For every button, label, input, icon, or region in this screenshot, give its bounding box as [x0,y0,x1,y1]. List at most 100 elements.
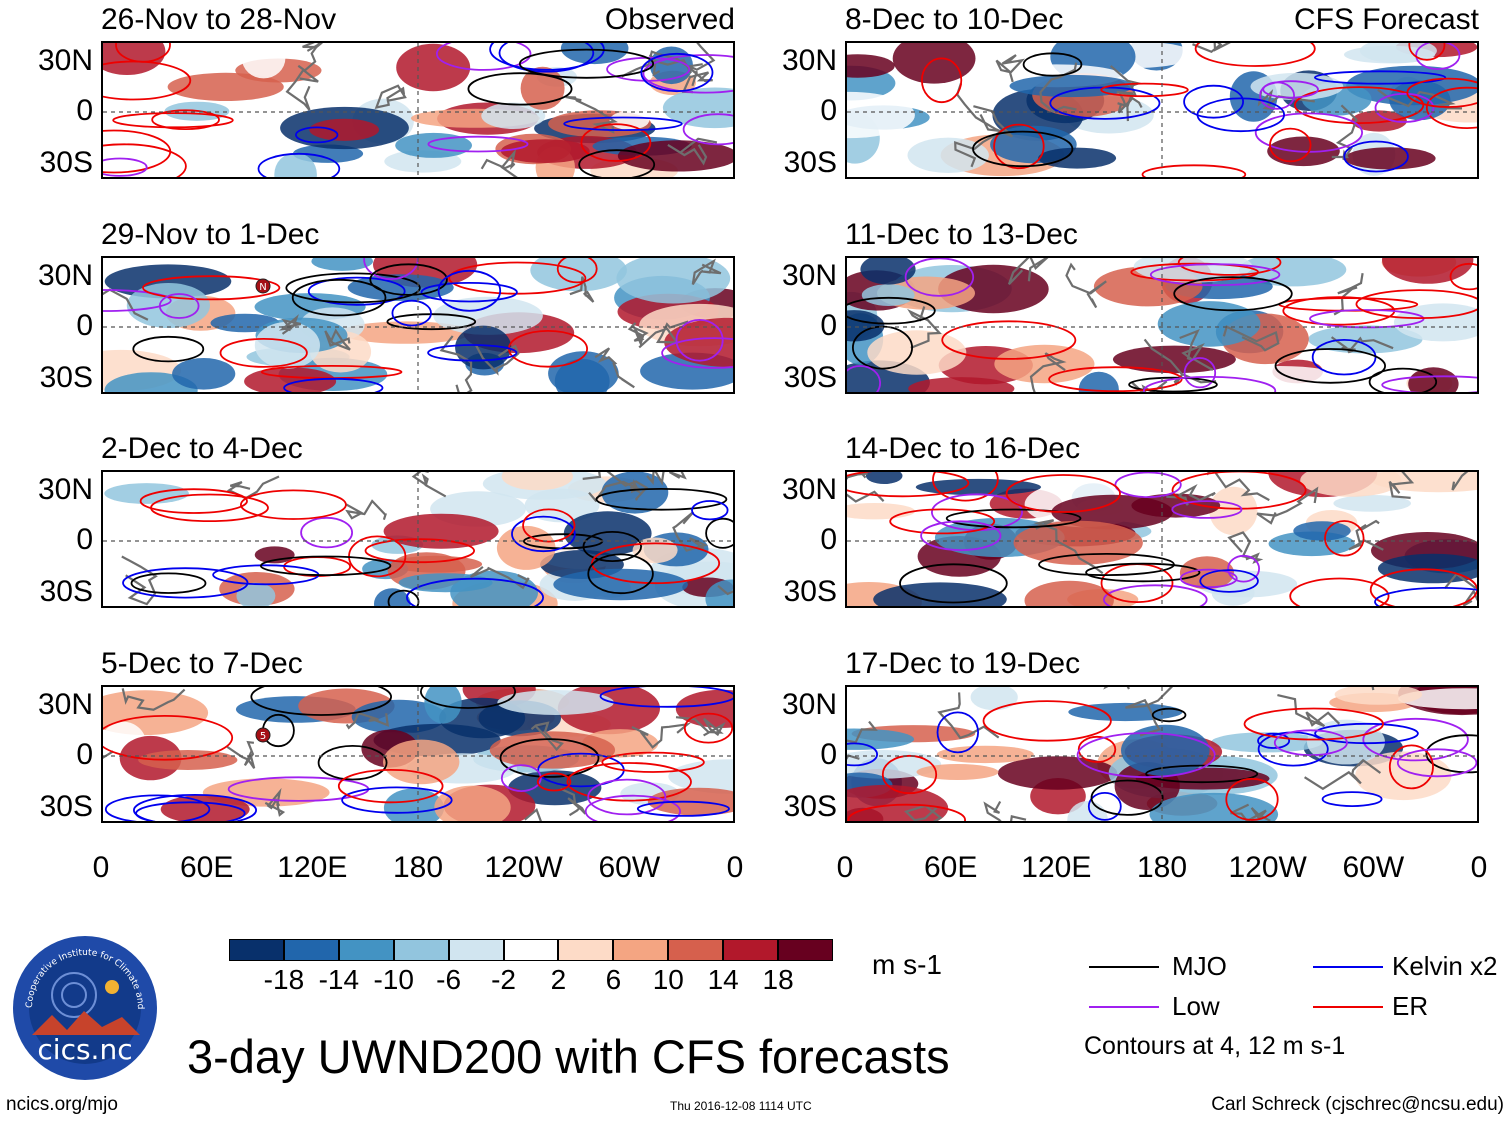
coastline [1192,43,1231,54]
lon-label: 0 [836,851,854,884]
coastline [1222,325,1280,352]
contour-line [1278,297,1419,312]
contour-line [1293,86,1425,124]
anomaly-shading [501,472,573,491]
contour-line [103,715,234,761]
anomaly-shading [705,579,733,606]
anomaly-shading [433,296,543,335]
coastline [1330,336,1394,354]
anomaly-shading [997,756,1118,790]
logo-graphic: Cooperative Institute for Climate and Sa… [9,928,157,1080]
map-panel: 5 [101,685,735,823]
contour-line [993,123,1045,170]
coastline [1388,472,1415,499]
storm-marker-label: 5 [260,731,266,742]
colorbar-swatch [723,939,779,961]
contour-line [1269,127,1312,163]
contour-line [499,738,600,778]
contour-line [364,538,475,564]
contour-line [1076,732,1216,778]
contour-line [103,157,148,177]
map-panel [101,470,735,608]
contour-line [1087,792,1122,821]
lat-label: 30N [781,473,837,506]
contour-line [1324,520,1365,557]
map-panel: N [101,256,735,394]
coastline [691,258,722,285]
contour-line [103,289,172,312]
contour-line [1103,584,1208,606]
contour-line [899,563,1008,604]
legend-swatch [1089,1006,1159,1008]
lat-label: 30S [39,790,93,823]
anomaly-shading [1211,732,1323,753]
contour-line [307,276,406,306]
coastline [594,347,635,389]
contour-line [1199,569,1259,593]
contour-line [599,687,733,708]
coastline [631,722,692,749]
contour-line [511,515,576,553]
coastline [1039,62,1078,113]
lat-label: 30N [37,688,93,721]
map-panel [845,685,1479,823]
contour-line [518,48,655,79]
map-panel [845,470,1479,608]
lat-label: 0 [820,738,837,771]
lon-label: 120E [277,851,348,884]
lat-label: 0 [76,94,93,127]
wind-anomaly-map: N [103,258,733,392]
contour-line [436,43,532,71]
contour-line [341,786,453,814]
anomaly-shading [936,745,1034,764]
coastline [411,472,447,498]
anomaly-shading [861,284,915,306]
anomaly-shading [497,690,614,715]
contour-line [691,500,729,521]
lon-label: 180 [1136,851,1188,884]
anomaly-shading [554,358,610,392]
anomaly-shading [970,687,1018,711]
coastline [1143,338,1217,386]
coastline [983,800,1027,821]
map-panel [845,41,1479,179]
contour-line [1343,140,1409,173]
colorbar-swatch [503,939,559,961]
contour-line [920,520,1002,552]
coastline [646,472,687,486]
contour-line [1143,376,1277,392]
contour-line [1425,86,1477,129]
contour-line [847,296,936,325]
lon-label: 120W [1228,851,1307,884]
coastline [621,50,698,87]
contour-line [391,299,432,327]
anomaly-shading [916,764,999,780]
anomaly-shading [274,152,317,177]
anomaly-shading [1333,495,1411,512]
anomaly-shading [1112,345,1236,374]
coastline [995,54,1026,83]
contour-line [636,800,730,817]
colorbar-swatch [558,939,614,961]
lon-label: 60E [179,851,234,884]
contour-line [1415,43,1461,70]
map-panel [845,256,1479,394]
anomaly-shading [489,731,616,769]
contour-line [115,43,171,63]
contour-line [1289,577,1390,606]
contour-line [1321,791,1383,807]
coastline [1117,92,1143,114]
coastline [1166,483,1216,506]
anomaly-shading [847,91,915,139]
contour-line [920,57,963,104]
contour-line [317,744,388,781]
coastline [1206,472,1270,502]
contour-line [941,320,1077,360]
contour-line [1313,70,1447,85]
coastline [1304,758,1382,791]
lat-label: 30N [781,44,837,77]
contour-line [1374,92,1435,123]
contour-line [1171,500,1243,519]
contour-line [142,275,281,301]
cics-logo: Cooperative Institute for Climate and Sa… [9,928,158,1081]
